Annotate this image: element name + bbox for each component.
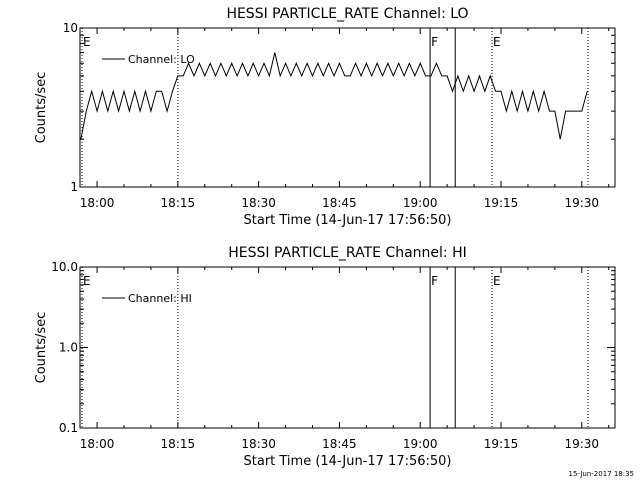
panel-2-x-tick-label: 19:00 bbox=[403, 437, 438, 451]
panel-1-x-tick-label: 19:15 bbox=[484, 196, 519, 210]
panel-1-y-tick-label: 10 bbox=[63, 21, 78, 35]
panel-2-x-tick-label: 18:00 bbox=[80, 437, 115, 451]
panel-2-marker-label: E bbox=[493, 274, 501, 288]
panel-1-x-tick-label: 18:00 bbox=[80, 196, 115, 210]
panel-1-x-tick-label: 19:30 bbox=[564, 196, 599, 210]
panel-2-title: HESSI PARTICLE_RATE Channel: HI bbox=[228, 245, 466, 261]
panel-1-y-tick-label: 1 bbox=[70, 180, 78, 194]
panel-2-x-tick-label: 19:15 bbox=[484, 437, 519, 451]
panel-2-marker-label: F bbox=[431, 274, 438, 288]
panel-1-plot-frame bbox=[79, 27, 616, 188]
footer-date: 15-Jun-2017 18:35 bbox=[568, 470, 635, 478]
panel-2-x-tick-label: 18:30 bbox=[241, 437, 276, 451]
panel-2-legend-label: Channel: HI bbox=[128, 292, 192, 305]
panel-2-x-tick-label: 19:30 bbox=[564, 437, 599, 451]
panel-1-x-tick-label: 18:30 bbox=[241, 196, 276, 210]
panel-1-x-axis-label: Start Time (14-Jun-17 17:56:50) bbox=[244, 213, 452, 228]
panel-2-y-tick-label: 0.1 bbox=[59, 421, 78, 435]
panel-2-x-axis-label: Start Time (14-Jun-17 17:56:50) bbox=[244, 454, 452, 469]
panel-2-x-tick-label: 18:15 bbox=[161, 437, 196, 451]
panel-2-y-tick-label: 1.0 bbox=[59, 341, 78, 355]
panel-1-x-tick-label: 18:15 bbox=[161, 196, 196, 210]
panel-2-y-tick-label: 10.0 bbox=[51, 260, 78, 274]
panel-2-x-tick-label: 18:45 bbox=[322, 437, 357, 451]
panel-1-y-axis-label: Counts/sec bbox=[34, 72, 49, 144]
panel-1-title: HESSI PARTICLE_RATE Channel: LO bbox=[226, 6, 468, 22]
panel-1-marker-label: F bbox=[431, 35, 438, 49]
panel-1-x-tick-label: 18:45 bbox=[322, 196, 357, 210]
panel-1-marker-label: E bbox=[493, 35, 501, 49]
panel-1-x-tick-label: 19:00 bbox=[403, 196, 438, 210]
panel-1-series-line bbox=[80, 52, 588, 140]
panel-1-legend-label: Channel: LO bbox=[128, 53, 195, 66]
panel-1-marker-label: E bbox=[83, 35, 91, 49]
panel-2-y-axis-label: Counts/sec bbox=[34, 312, 49, 384]
panel-2-marker-label: E bbox=[83, 274, 91, 288]
